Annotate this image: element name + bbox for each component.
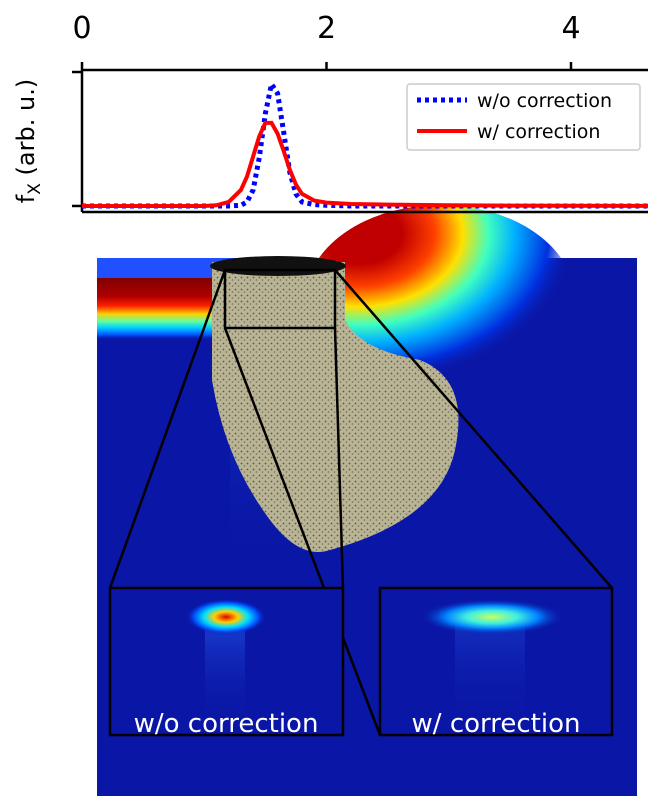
y-axis-label: fX (arb. u.) bbox=[12, 79, 45, 203]
legend-label: w/ correction bbox=[477, 121, 600, 143]
inset-label: w/o correction bbox=[134, 709, 319, 739]
inset-label: w/ correction bbox=[412, 709, 581, 739]
figure: w/o correction w/ correction fX (arb. u.… bbox=[0, 0, 648, 796]
simulation-image: w/o correction w/ correction bbox=[97, 205, 637, 796]
x-tick-label: 0 bbox=[72, 11, 91, 46]
legend-label: w/o correction bbox=[477, 90, 612, 112]
y-label-part: X bbox=[25, 183, 45, 195]
y-label-part: (arb. u.) bbox=[12, 79, 40, 183]
x-tick-label: 4 bbox=[561, 11, 580, 46]
x-tick-label: 2 bbox=[317, 11, 336, 46]
